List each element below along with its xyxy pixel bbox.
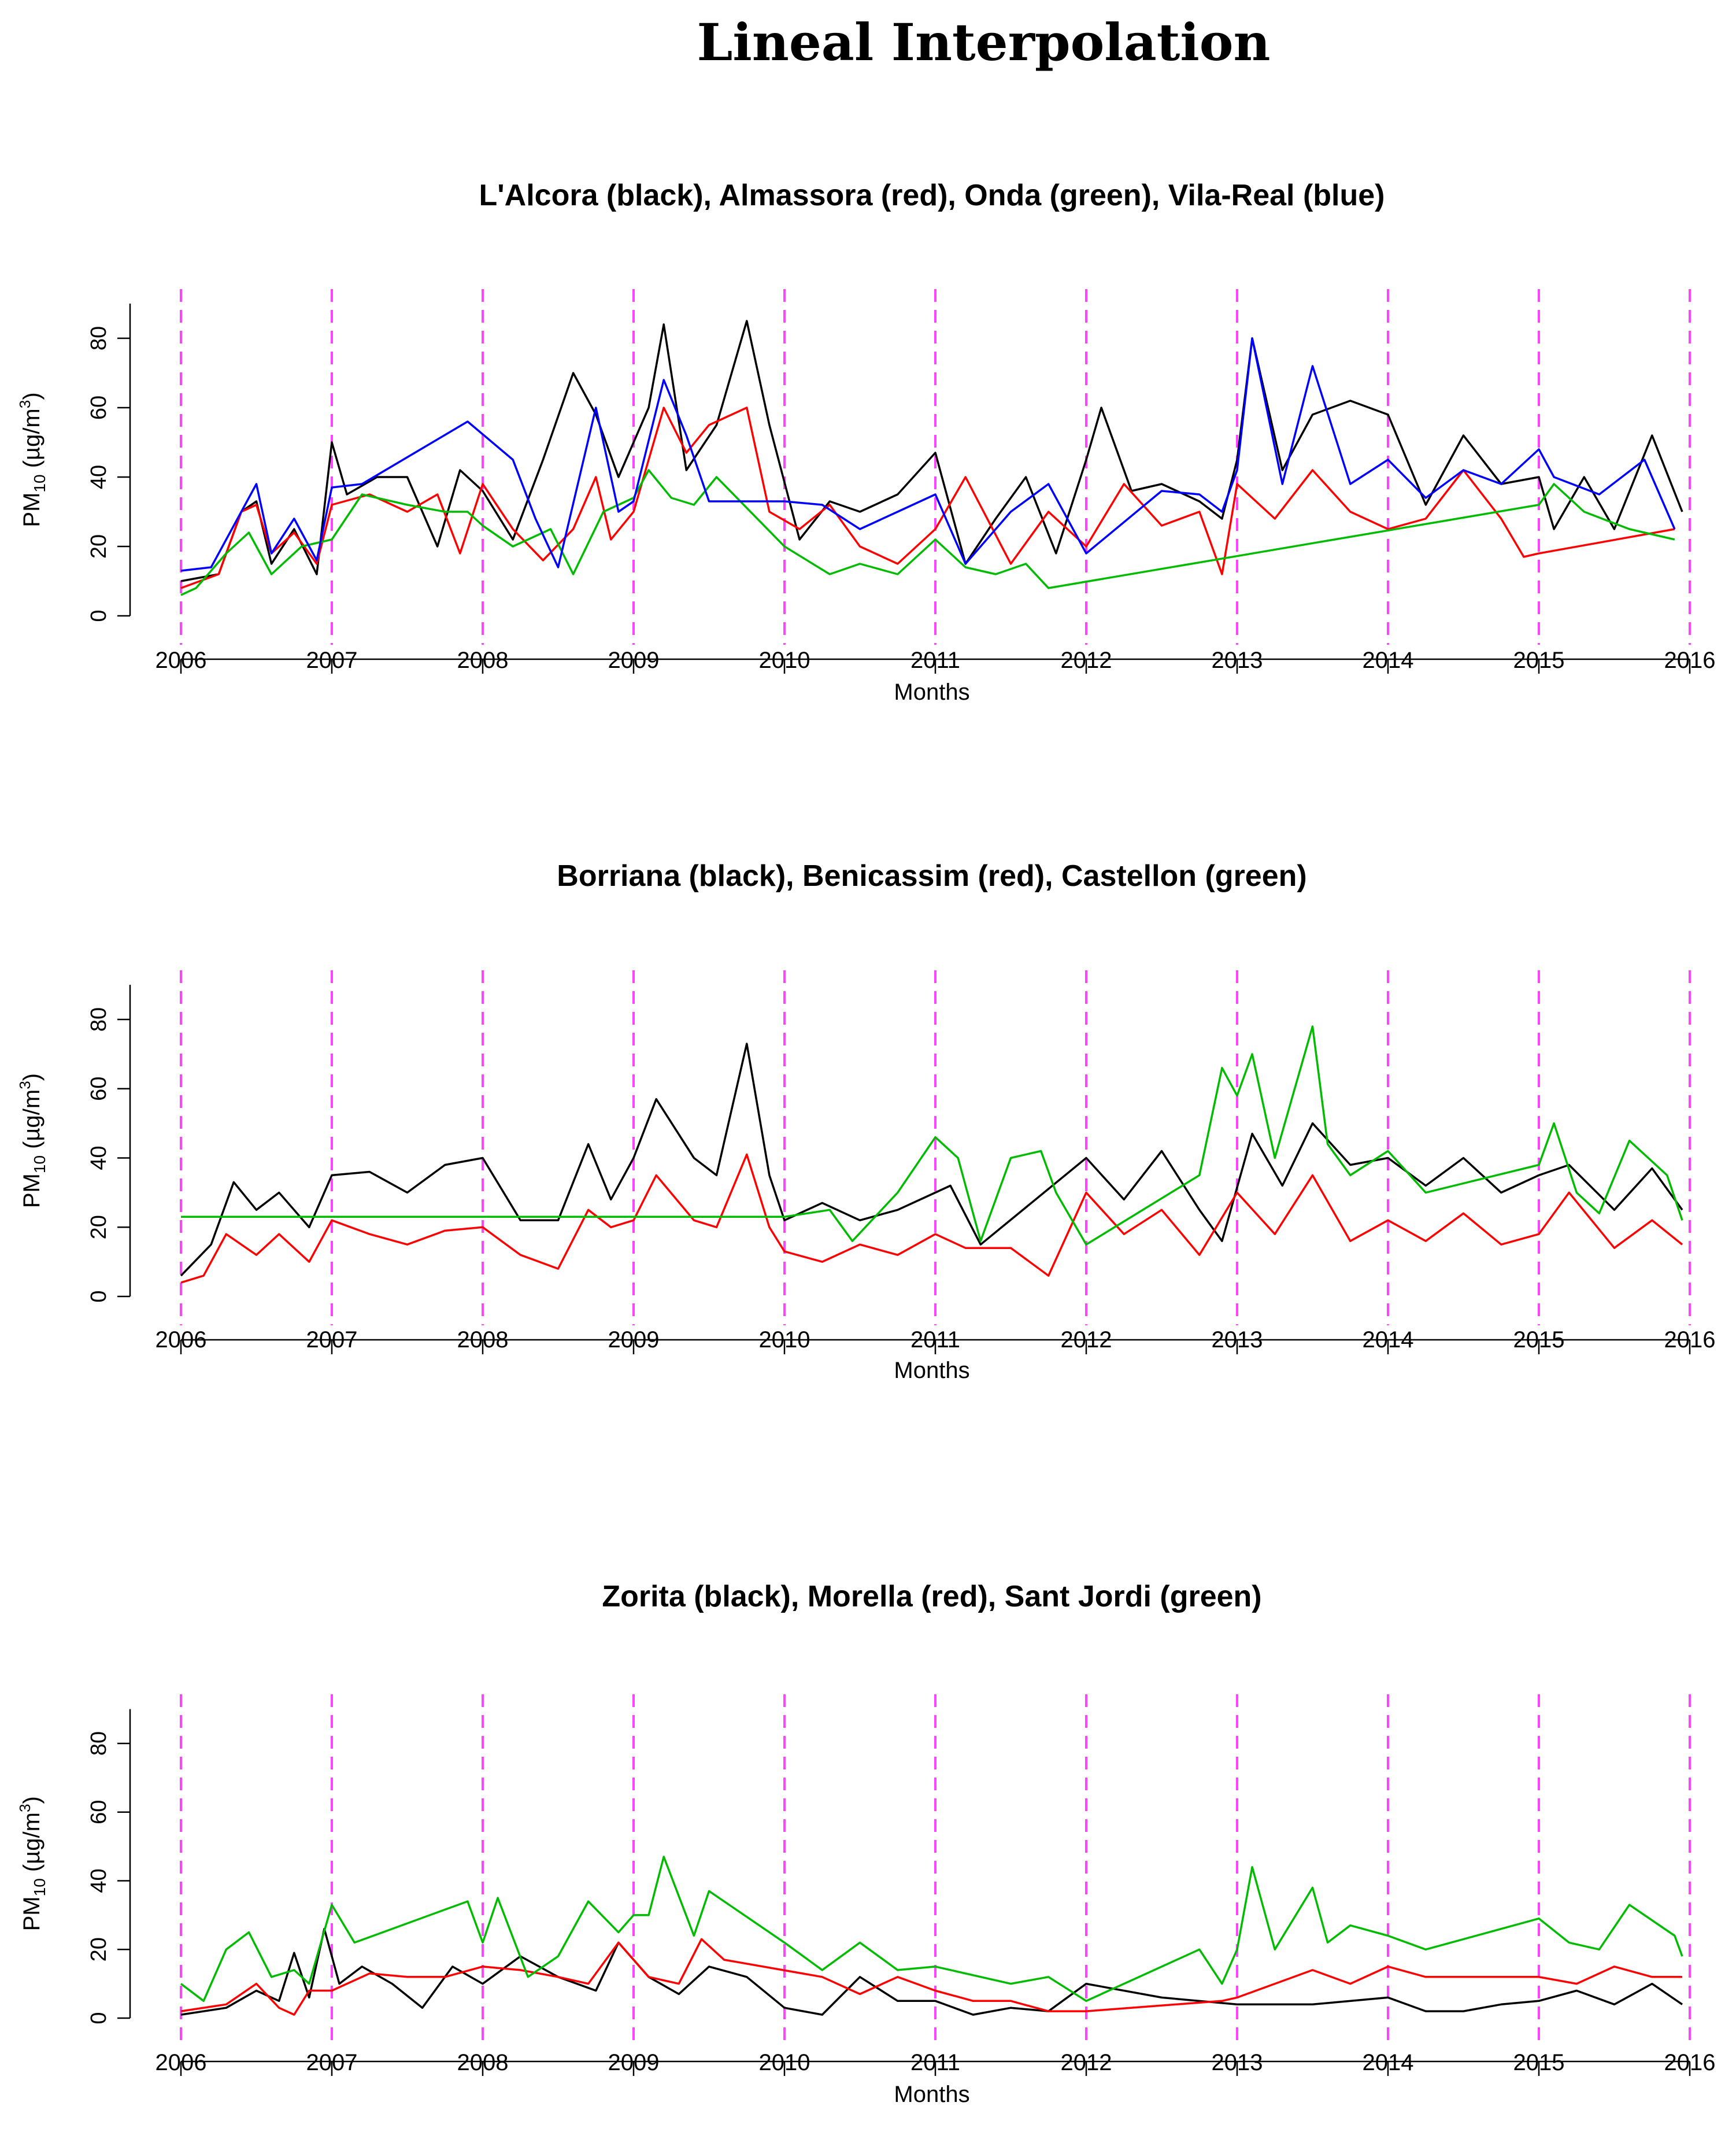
x-tick-label: 2010 <box>759 2050 810 2075</box>
x-tick-label: 2012 <box>1061 648 1112 673</box>
x-tick-label: 2014 <box>1363 648 1414 673</box>
chart-panel-1: L'Alcora (black), Almassora (red), Onda … <box>16 179 1715 705</box>
y-tick-label: 80 <box>87 1731 111 1756</box>
y-tick-label: 20 <box>87 1215 111 1239</box>
y-tick-label: 80 <box>87 1007 111 1032</box>
x-tick-label: 2006 <box>156 2050 207 2075</box>
x-tick-label: 2011 <box>910 2050 960 2075</box>
x-tick-label: 2015 <box>1513 2050 1565 2075</box>
chart-title: L'Alcora (black), Almassora (red), Onda … <box>479 179 1385 212</box>
y-axis-label: PM10 (µg/m3) <box>16 392 49 527</box>
y-tick-label: 40 <box>87 1868 111 1893</box>
x-tick-label: 2011 <box>910 648 960 673</box>
x-tick-label: 2013 <box>1212 2050 1263 2075</box>
series-line-vila-real <box>180 337 1676 572</box>
series-line-almassora <box>180 407 1675 589</box>
x-tick-label: 2013 <box>1212 1327 1263 1353</box>
x-tick-label: 2010 <box>759 648 810 673</box>
y-tick-label: 80 <box>87 326 111 350</box>
x-axis-label: Months <box>894 1358 969 1383</box>
x-tick-label: 2014 <box>1363 1327 1414 1353</box>
x-tick-label: 2010 <box>759 1327 810 1353</box>
x-tick-label: 2015 <box>1513 648 1565 673</box>
y-tick-label: 0 <box>87 1290 111 1302</box>
x-tick-label: 2007 <box>306 648 358 673</box>
series-line-castellon <box>181 1025 1683 1246</box>
x-tick-label: 2014 <box>1363 2050 1414 2075</box>
chart-title: Zorita (black), Morella (red), Sant Jord… <box>602 1580 1261 1613</box>
x-tick-label: 2008 <box>457 1327 509 1353</box>
y-tick-label: 60 <box>87 396 111 420</box>
x-tick-label: 2012 <box>1061 2050 1112 2075</box>
x-tick-label: 2016 <box>1664 648 1716 673</box>
y-tick-label: 20 <box>87 534 111 559</box>
series-line-sant-jordi <box>180 1856 1683 2002</box>
chart-panel-2: Borriana (black), Benicassim (red), Cast… <box>16 859 1715 1383</box>
x-tick-label: 2013 <box>1212 648 1263 673</box>
x-tick-label: 2007 <box>306 2050 358 2075</box>
y-tick-label: 40 <box>87 465 111 489</box>
y-tick-label: 60 <box>87 1077 111 1101</box>
y-axis-label: PM10 (µg/m3) <box>16 1073 49 1208</box>
x-tick-label: 2006 <box>156 1327 207 1353</box>
chart-panel-3: Zorita (black), Morella (red), Sant Jord… <box>16 1580 1715 2107</box>
x-tick-label: 2009 <box>608 648 660 673</box>
series-line-benicassim <box>180 1153 1683 1284</box>
x-tick-label: 2008 <box>457 648 509 673</box>
y-tick-label: 0 <box>87 2012 111 2024</box>
x-tick-label: 2006 <box>156 648 207 673</box>
y-tick-label: 20 <box>87 1937 111 1961</box>
x-axis-label: Months <box>894 2082 969 2107</box>
series-line-borriana <box>180 1043 1683 1277</box>
x-tick-label: 2008 <box>457 2050 509 2075</box>
x-tick-label: 2016 <box>1664 1327 1716 1353</box>
x-axis-label: Months <box>894 679 969 705</box>
chart-title: Borriana (black), Benicassim (red), Cast… <box>557 859 1306 893</box>
y-axis-label: PM10 (µg/m3) <box>16 1796 49 1931</box>
x-tick-label: 2009 <box>608 2050 660 2075</box>
y-tick-label: 60 <box>87 1800 111 1824</box>
y-tick-label: 0 <box>87 609 111 622</box>
y-tick-label: 40 <box>87 1146 111 1170</box>
x-tick-label: 2011 <box>910 1327 960 1353</box>
series-line-l-alcora <box>180 320 1683 582</box>
page-title: Lineal Interpolation <box>697 12 1271 72</box>
x-tick-label: 2009 <box>608 1327 660 1353</box>
series-line-morella <box>180 1938 1682 2016</box>
series-line-onda <box>180 469 1675 596</box>
x-tick-label: 2007 <box>306 1327 358 1353</box>
series-line-zorita <box>180 1927 1683 2016</box>
x-tick-label: 2012 <box>1061 1327 1112 1353</box>
x-tick-label: 2015 <box>1513 1327 1565 1353</box>
x-tick-label: 2016 <box>1664 2050 1716 2075</box>
